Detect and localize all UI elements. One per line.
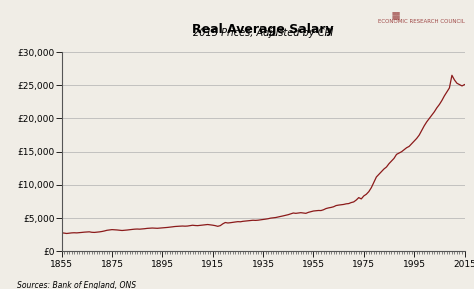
Text: 2015 Prices, Adjusted by CPI: 2015 Prices, Adjusted by CPI (193, 28, 333, 38)
Text: ■■
■■: ■■ ■■ (392, 10, 401, 19)
Text: Sources: Bank of England, ONS: Sources: Bank of England, ONS (17, 281, 136, 289)
Text: ECONOMIC RESEARCH COUNCIL: ECONOMIC RESEARCH COUNCIL (378, 19, 465, 24)
Title: Real Average Salary: Real Average Salary (192, 23, 334, 36)
